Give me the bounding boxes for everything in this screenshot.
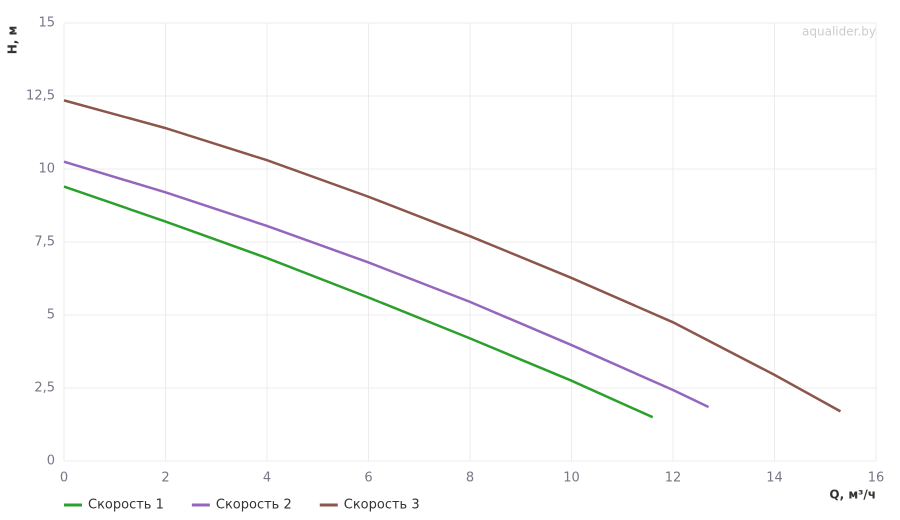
- x-tick-label: 12: [665, 471, 682, 486]
- x-tick-label: 14: [766, 471, 783, 486]
- series-line: [63, 185, 654, 419]
- legend-label: Скорость 2: [216, 498, 292, 513]
- x-tick-label: 0: [60, 471, 68, 486]
- x-tick-label: 4: [263, 471, 271, 486]
- y-tick-label: 10: [38, 162, 55, 177]
- series-line: [63, 99, 842, 413]
- x-tick-label: 16: [868, 471, 885, 486]
- y-tick-label: 2,5: [34, 381, 55, 396]
- y-tick-label: 5: [47, 308, 55, 323]
- legend-label: Скорость 3: [344, 498, 420, 513]
- y-tick-label: 0: [47, 454, 55, 469]
- x-tick-label: 2: [161, 471, 169, 486]
- x-tick-label: 10: [563, 471, 580, 486]
- x-tick-label: 6: [364, 471, 372, 486]
- legend-label: Скорость 1: [88, 498, 164, 513]
- x-axis-title: Q, м³/ч: [829, 488, 876, 502]
- series-line: [63, 160, 710, 409]
- y-tick-label: 12,5: [26, 89, 55, 104]
- y-axis-title: H, м: [6, 26, 20, 55]
- watermark: aqualider.by: [802, 25, 876, 39]
- y-tick-label: 15: [38, 16, 55, 31]
- y-tick-label: 7,5: [34, 235, 55, 250]
- x-tick-label: 8: [466, 471, 474, 486]
